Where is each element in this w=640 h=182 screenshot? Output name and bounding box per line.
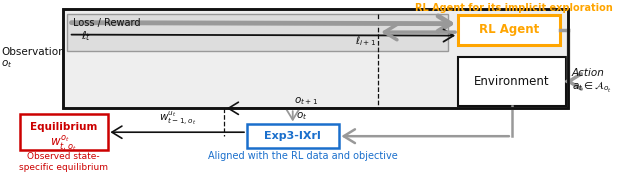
Text: Loss / Reward: Loss / Reward <box>73 18 140 28</box>
Bar <box>67 14 448 51</box>
Text: $w^{o_t}_{t,o_t}$: $w^{o_t}_{t,o_t}$ <box>51 133 77 153</box>
Text: RL Agent: RL Agent <box>479 23 539 36</box>
Text: $w^{u_t}_{t-1,o_t}$: $w^{u_t}_{t-1,o_t}$ <box>159 110 196 127</box>
Bar <box>63 9 568 108</box>
Bar <box>458 15 559 45</box>
Text: Aligned with the RL data and objective: Aligned with the RL data and objective <box>208 151 397 161</box>
Text: Equilibrium: Equilibrium <box>30 122 97 132</box>
Text: Observed state-
specific equilibrium: Observed state- specific equilibrium <box>19 152 108 171</box>
Text: Observation
$o_t$: Observation $o_t$ <box>1 47 65 70</box>
Text: $o_{t+1}$: $o_{t+1}$ <box>294 96 318 107</box>
Text: Environment: Environment <box>474 75 550 88</box>
Bar <box>247 124 339 148</box>
Bar <box>458 57 566 106</box>
Text: $\ell_t$: $\ell_t$ <box>81 30 91 43</box>
Text: RL Agent for its implicit exploration: RL Agent for its implicit exploration <box>415 3 612 13</box>
Bar <box>63 9 568 108</box>
Text: Action
$a_t \in \mathcal{A}_{o_t}$: Action $a_t \in \mathcal{A}_{o_t}$ <box>572 68 612 95</box>
Text: $\ell_{i+1}$: $\ell_{i+1}$ <box>355 34 376 48</box>
Bar <box>20 114 108 150</box>
Text: Exp3-IXrl: Exp3-IXrl <box>264 131 321 141</box>
Text: $o_t$: $o_t$ <box>296 110 307 122</box>
